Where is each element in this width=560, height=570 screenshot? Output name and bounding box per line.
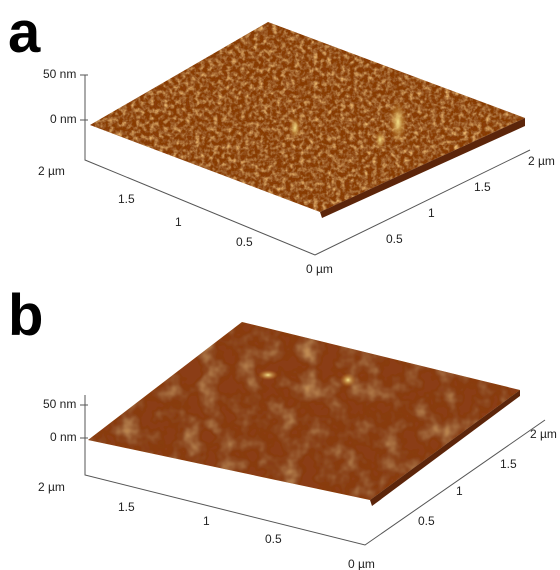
x-tick-label: 2 µm bbox=[38, 164, 65, 178]
y-tick-label: 0.5 bbox=[386, 232, 403, 246]
x-tick-label: 1.5 bbox=[118, 192, 135, 206]
y-tick-label: 1.5 bbox=[474, 180, 491, 194]
y-tick-label: 0.5 bbox=[418, 514, 435, 528]
peak bbox=[289, 116, 301, 140]
x-tick-label: 1 bbox=[175, 215, 182, 229]
surface bbox=[88, 322, 520, 500]
z-tick-label: 50 nm bbox=[43, 397, 76, 411]
y-tick-label: 1 bbox=[456, 484, 463, 498]
y-tick-label: 2 µm bbox=[528, 154, 555, 168]
x-tick-label: 0 µm bbox=[348, 557, 375, 570]
x-tick-label: 0.5 bbox=[265, 532, 282, 546]
panel-b bbox=[80, 322, 546, 546]
peak bbox=[375, 130, 385, 150]
axes bbox=[84, 395, 546, 546]
peak bbox=[389, 100, 407, 144]
x-tick-label: 0.5 bbox=[236, 235, 253, 249]
y-tick-label: 1 bbox=[428, 206, 435, 220]
x-tick-label: 2 µm bbox=[38, 480, 65, 494]
y-tick-label: 1.5 bbox=[500, 457, 517, 471]
surface-edge bbox=[370, 390, 520, 506]
z-tick-label: 0 nm bbox=[50, 430, 77, 444]
y-tick-label: 2 µm bbox=[530, 427, 557, 441]
surface bbox=[90, 22, 525, 212]
x-tick-label: 1 bbox=[203, 514, 210, 528]
panel-a bbox=[80, 22, 531, 256]
peak bbox=[340, 373, 356, 387]
panel-label: a bbox=[8, 0, 41, 65]
x-tick-label: 1.5 bbox=[118, 500, 135, 514]
panel-label: b bbox=[8, 283, 43, 348]
x-tick-label: 0 µm bbox=[306, 262, 333, 276]
peak bbox=[258, 370, 278, 380]
axes bbox=[84, 75, 531, 256]
z-tick-label: 0 nm bbox=[50, 112, 77, 126]
z-tick-label: 50 nm bbox=[43, 67, 76, 81]
surface-edge bbox=[320, 118, 525, 218]
